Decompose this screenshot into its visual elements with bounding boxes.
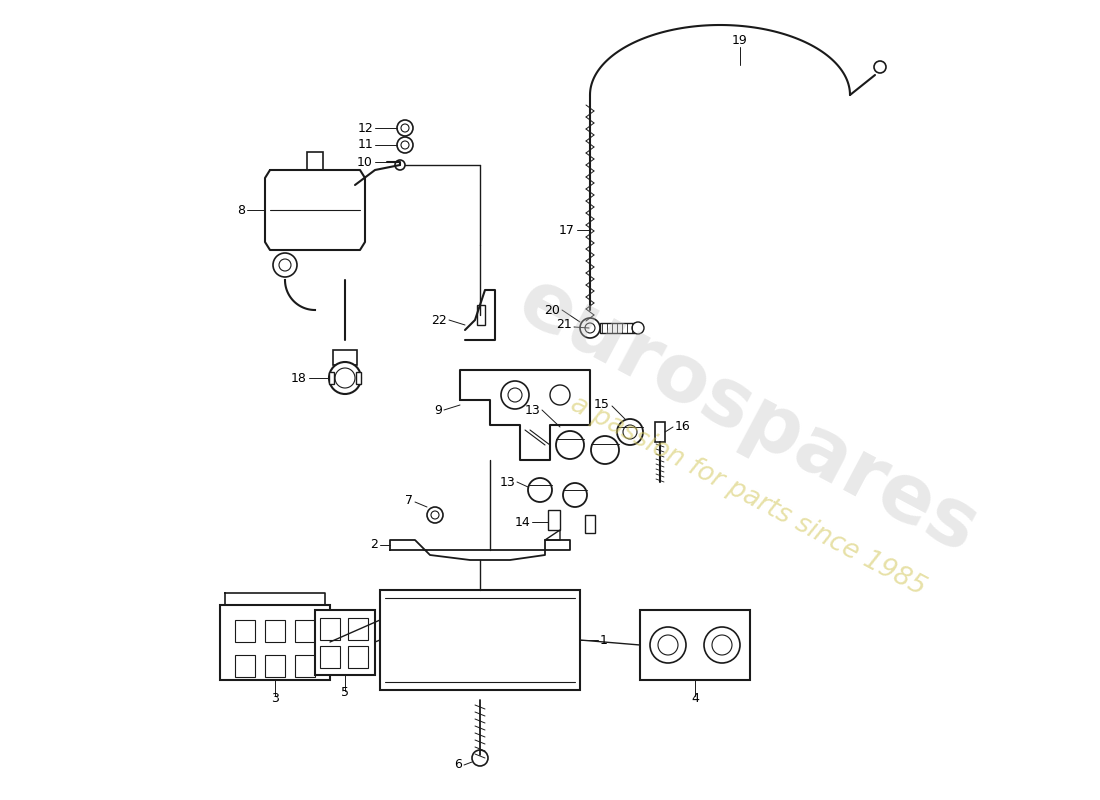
Bar xyxy=(265,655,285,677)
Text: 3: 3 xyxy=(271,691,279,705)
Circle shape xyxy=(397,137,412,153)
Text: 6: 6 xyxy=(454,758,462,771)
Circle shape xyxy=(704,627,740,663)
Text: 11: 11 xyxy=(358,138,373,151)
Text: 18: 18 xyxy=(292,371,307,385)
Text: 21: 21 xyxy=(557,318,572,331)
Circle shape xyxy=(336,368,355,388)
Bar xyxy=(548,510,560,530)
Bar xyxy=(320,646,340,668)
Bar xyxy=(640,610,750,680)
Text: 5: 5 xyxy=(341,686,349,699)
Text: eurospares: eurospares xyxy=(505,262,991,570)
Text: 10: 10 xyxy=(358,155,373,169)
Circle shape xyxy=(712,635,732,655)
Circle shape xyxy=(623,425,637,439)
Text: 22: 22 xyxy=(431,314,447,326)
Bar xyxy=(333,350,358,365)
Circle shape xyxy=(329,362,361,394)
Bar xyxy=(356,372,361,384)
Bar xyxy=(265,620,285,642)
Text: 1: 1 xyxy=(600,634,608,646)
Circle shape xyxy=(585,323,595,333)
Bar xyxy=(295,655,315,677)
Bar xyxy=(600,323,635,333)
Circle shape xyxy=(556,431,584,459)
Circle shape xyxy=(427,507,443,523)
Circle shape xyxy=(279,259,292,271)
Circle shape xyxy=(874,61,886,73)
Bar xyxy=(315,610,375,675)
Text: 12: 12 xyxy=(358,122,373,134)
Text: 7: 7 xyxy=(405,494,412,506)
Text: 19: 19 xyxy=(733,34,748,46)
Bar xyxy=(477,305,485,325)
Circle shape xyxy=(395,160,405,170)
Text: 13: 13 xyxy=(499,475,515,489)
Circle shape xyxy=(500,381,529,409)
Circle shape xyxy=(397,120,412,136)
Bar xyxy=(585,515,595,533)
Text: 13: 13 xyxy=(525,403,540,417)
Bar xyxy=(307,152,323,170)
Bar xyxy=(329,372,334,384)
Bar xyxy=(235,655,255,677)
Circle shape xyxy=(431,511,439,519)
Circle shape xyxy=(580,318,600,338)
Text: 8: 8 xyxy=(236,203,245,217)
Bar xyxy=(654,422,666,442)
Text: a passion for parts since 1985: a passion for parts since 1985 xyxy=(566,391,930,601)
Bar xyxy=(348,646,369,668)
Circle shape xyxy=(591,436,619,464)
Text: 17: 17 xyxy=(559,223,575,237)
Text: 14: 14 xyxy=(515,515,530,529)
Bar xyxy=(320,618,340,640)
Bar xyxy=(235,620,255,642)
Circle shape xyxy=(508,388,522,402)
Circle shape xyxy=(402,124,409,132)
Circle shape xyxy=(472,750,488,766)
Text: 9: 9 xyxy=(434,403,442,417)
Text: 15: 15 xyxy=(594,398,610,410)
Bar xyxy=(379,590,580,690)
Circle shape xyxy=(632,322,644,334)
Circle shape xyxy=(563,483,587,507)
Circle shape xyxy=(273,253,297,277)
Text: 16: 16 xyxy=(675,421,691,434)
Bar xyxy=(220,605,330,680)
Circle shape xyxy=(550,385,570,405)
Circle shape xyxy=(528,478,552,502)
Circle shape xyxy=(617,419,643,445)
Text: 2: 2 xyxy=(370,538,378,551)
Circle shape xyxy=(650,627,686,663)
Text: 20: 20 xyxy=(544,303,560,317)
Bar xyxy=(348,618,369,640)
Text: 4: 4 xyxy=(691,691,698,705)
Circle shape xyxy=(658,635,678,655)
Circle shape xyxy=(402,141,409,149)
Bar xyxy=(295,620,315,642)
